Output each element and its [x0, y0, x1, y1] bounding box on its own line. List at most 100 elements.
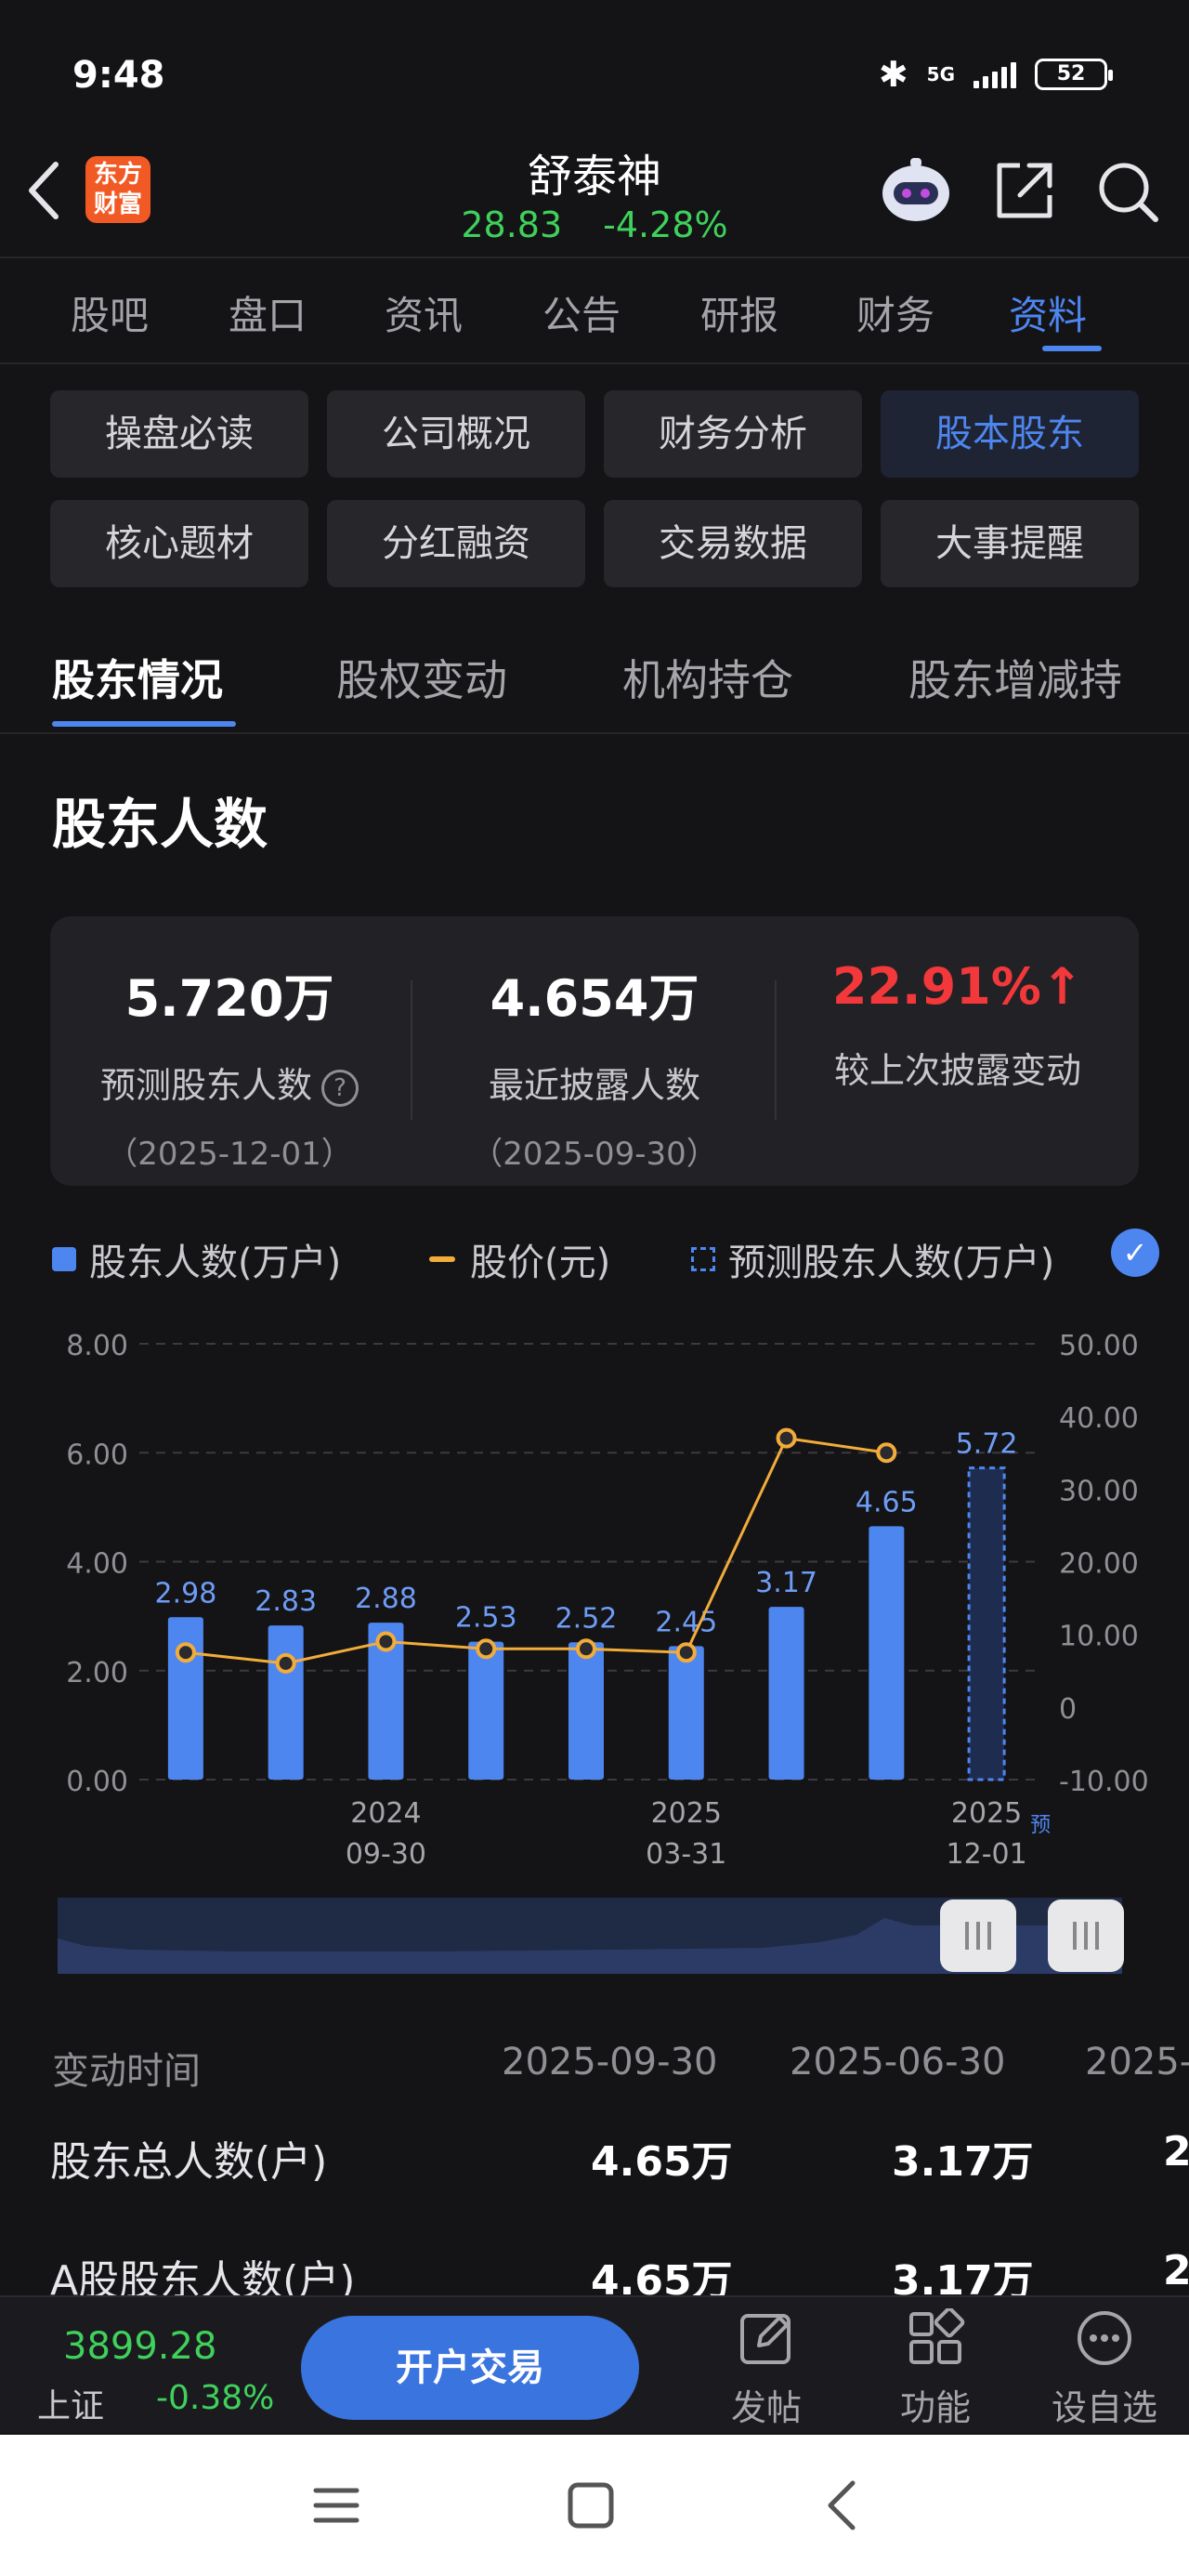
- grid-must-read[interactable]: 操盘必读: [50, 390, 308, 478]
- table-date-col: 2025-: [1085, 2041, 1189, 2083]
- functions-label: 功能: [899, 2387, 971, 2428]
- stock-name: 舒泰神: [527, 151, 661, 203]
- table-cell: 4.65万: [591, 2138, 733, 2186]
- tab-research[interactable]: 研报: [700, 293, 779, 338]
- bar: [368, 1623, 404, 1780]
- subtab-equity-change[interactable]: 股权变动: [336, 655, 507, 705]
- y-left-tick: 4.00: [66, 1548, 128, 1581]
- tab-guba[interactable]: 股吧: [71, 293, 150, 338]
- index-name[interactable]: 上证: [37, 2387, 105, 2425]
- summary-separator: [411, 980, 412, 1120]
- share-icon[interactable]: [992, 158, 1057, 223]
- main-tabs: 股吧 盘口 资讯 公告 研报 财务 资料: [37, 284, 1150, 341]
- back-nav-icon[interactable]: [821, 2477, 862, 2533]
- back-icon[interactable]: [20, 153, 67, 228]
- forecast-label: 预测股东人数?: [48, 1057, 411, 1108]
- y-right-tick: 10.00: [1059, 1621, 1139, 1653]
- menu-icon[interactable]: [312, 2481, 360, 2530]
- home-icon[interactable]: [565, 2479, 617, 2531]
- tab-profile[interactable]: 资料: [1009, 293, 1088, 338]
- price-line: [185, 1436, 887, 1665]
- subtab-institutional[interactable]: 机构持仓: [622, 655, 793, 705]
- tabs-divider: [0, 362, 1189, 364]
- price-point: [175, 1642, 196, 1663]
- post-button[interactable]: 发帖: [706, 2308, 827, 2430]
- tab-finance[interactable]: 财务: [856, 293, 935, 338]
- change-value-text: 22.91%: [831, 957, 1041, 1016]
- bar-value-label: 4.65: [856, 1486, 918, 1518]
- tab-announcements[interactable]: 公告: [542, 293, 621, 338]
- stock-price: 28.83: [461, 204, 563, 245]
- grid-financial-analysis[interactable]: 财务分析: [604, 390, 862, 478]
- range-handle-right[interactable]: [1048, 1899, 1124, 1972]
- y-right-tick: 30.00: [1059, 1475, 1139, 1507]
- legend-holders[interactable]: 股东人数(万户): [52, 1232, 341, 1286]
- subtab-divider: [0, 732, 1189, 734]
- check-icon[interactable]: ✓: [1111, 1229, 1159, 1277]
- legend-forecast[interactable]: 预测股东人数(万户): [691, 1232, 1054, 1286]
- logo-text-1: 东方: [93, 161, 142, 189]
- robot-assistant-icon[interactable]: [877, 152, 955, 227]
- subtab-shareholders[interactable]: 股东情况: [52, 655, 223, 705]
- summary-change: 22.91%↑ 较上次披露变动: [777, 957, 1139, 1093]
- y-left-tick: 0.00: [66, 1766, 128, 1798]
- bar-value-label: 2.98: [154, 1577, 216, 1610]
- index-value[interactable]: 3899.28: [63, 2325, 217, 2368]
- bar: [768, 1607, 804, 1780]
- index-change[interactable]: -0.38%: [156, 2379, 275, 2417]
- grid-events[interactable]: 大事提醒: [881, 500, 1139, 587]
- y-right-tick: -10.00: [1059, 1766, 1149, 1798]
- tab-pankou[interactable]: 盘口: [229, 293, 307, 338]
- add-watchlist-label: 设自选: [1051, 2387, 1157, 2428]
- bar-value-label: 3.17: [755, 1567, 817, 1599]
- x-tick-date: 03-31: [646, 1838, 726, 1871]
- y-right-tick: 40.00: [1059, 1402, 1139, 1435]
- network-label: 5G: [926, 63, 955, 85]
- subtab-holder-changes[interactable]: 股东增减持: [908, 655, 1122, 705]
- bar: [869, 1526, 905, 1780]
- logo-text-2: 财富: [93, 191, 142, 218]
- more-icon: [1078, 2311, 1131, 2365]
- range-handle-left[interactable]: [940, 1899, 1016, 1972]
- price-point: [275, 1652, 296, 1674]
- subtab-indicator: [52, 721, 236, 727]
- stock-quote: 28.83 -4.28%: [0, 204, 1189, 245]
- table-cell: 2: [1163, 2128, 1189, 2175]
- forecast-value: 5.720万: [124, 969, 334, 1028]
- grid-shareholders[interactable]: 股本股东: [881, 390, 1139, 478]
- legend-price[interactable]: 股价(元): [429, 1232, 610, 1286]
- help-icon[interactable]: ?: [321, 1069, 359, 1107]
- bar: [468, 1641, 504, 1780]
- forecast-mark: 预: [1030, 1814, 1051, 1837]
- bar: [167, 1617, 203, 1780]
- grid-dividends[interactable]: 分红融资: [327, 500, 585, 587]
- bar-value-label: 2.53: [455, 1602, 517, 1635]
- y-left-tick: 2.00: [66, 1657, 128, 1689]
- summary-card: [50, 916, 1139, 1186]
- grid-company-overview[interactable]: 公司概况: [327, 390, 585, 478]
- open-account-button[interactable]: 开户交易: [301, 2316, 639, 2420]
- latest-date: （2025-09-30）: [471, 1136, 718, 1173]
- x-tick-date: 09-30: [346, 1838, 426, 1871]
- system-nav-bar: [0, 2435, 1189, 2576]
- latest-value: 4.654万: [490, 969, 699, 1028]
- legend-dashed-swatch: [691, 1247, 715, 1271]
- search-icon[interactable]: [1094, 158, 1161, 225]
- grid-core-themes[interactable]: 核心题材: [50, 500, 308, 587]
- table-cell: 2: [1163, 2247, 1189, 2294]
- grid-trading-data[interactable]: 交易数据: [604, 500, 862, 587]
- arrow-up-icon: ↑: [1040, 957, 1084, 1016]
- summary-forecast: 5.720万 预测股东人数? （2025-12-01）: [48, 957, 411, 1174]
- signal-icon: [973, 60, 1016, 88]
- add-watchlist-button[interactable]: 设自选: [1044, 2308, 1165, 2430]
- legend-line-swatch: [429, 1256, 455, 1262]
- bar-value-label: 2.45: [655, 1606, 717, 1638]
- x-tick-date: 12-01: [947, 1838, 1027, 1871]
- table-cell: 3.17万: [892, 2138, 1034, 2186]
- price-point: [576, 1638, 596, 1660]
- tab-news[interactable]: 资讯: [385, 293, 464, 338]
- functions-button[interactable]: 功能: [875, 2308, 996, 2430]
- x-tick-year: 2025: [651, 1797, 722, 1830]
- y-left-tick: 8.00: [66, 1330, 128, 1362]
- price-point: [375, 1631, 397, 1652]
